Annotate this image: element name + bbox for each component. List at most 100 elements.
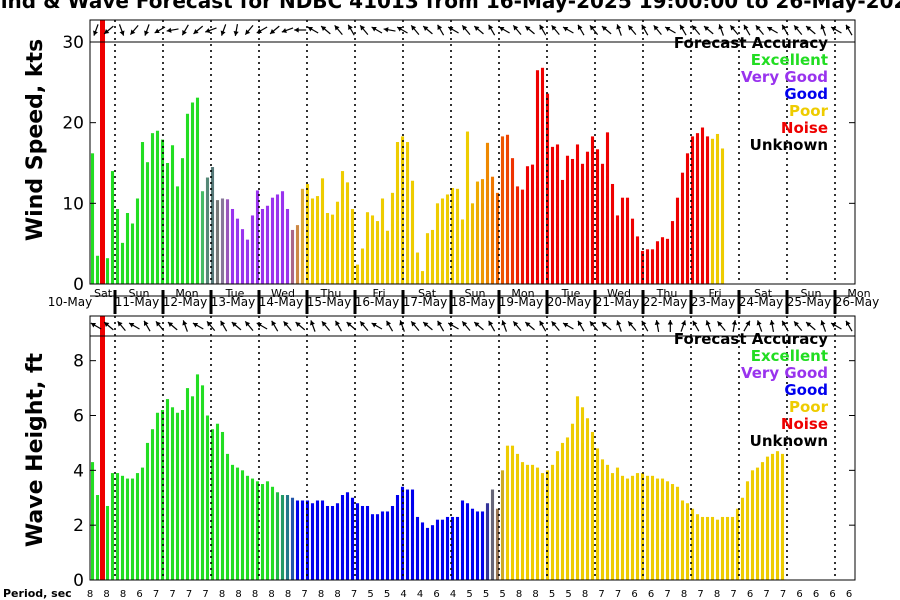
wave-bar — [660, 478, 665, 580]
wave-direction-arrow — [399, 320, 405, 332]
wind-direction-arrow — [281, 27, 294, 33]
wind-bar — [115, 208, 120, 284]
wind-direction-arrow — [371, 26, 383, 34]
date-label: 17-May — [403, 295, 447, 309]
period-value: 7 — [780, 589, 786, 600]
wind-bar — [700, 127, 705, 284]
wave-bar — [275, 492, 280, 580]
wave-bar — [120, 475, 125, 580]
wave-bar — [605, 464, 610, 580]
wind-direction-arrow — [653, 25, 662, 35]
wave-direction-arrow — [220, 320, 228, 332]
wave-bar — [185, 388, 190, 580]
wind-bar — [445, 194, 450, 284]
wind-direction-arrow — [691, 25, 701, 35]
wave-bar — [335, 503, 340, 580]
date-label: 21-May — [595, 295, 639, 309]
wave-bar — [515, 453, 520, 580]
wind-direction-arrow — [154, 26, 166, 34]
period-value: 7 — [169, 589, 175, 600]
wind-direction-arrow — [193, 25, 204, 35]
wind-bar — [105, 258, 110, 284]
wind-bar — [285, 208, 290, 284]
wind-bar — [470, 203, 475, 284]
wind-bar — [555, 144, 560, 284]
day-name-label: Tue — [561, 287, 581, 300]
wind-bar — [350, 208, 355, 284]
wave-bar — [95, 495, 100, 580]
wind-bar — [480, 179, 485, 284]
day-separator — [545, 290, 549, 314]
wave-bar — [505, 445, 510, 580]
wind-bar — [95, 255, 100, 284]
wind-bar — [495, 192, 500, 284]
wind-bar — [395, 142, 400, 284]
wave-bar — [345, 492, 350, 580]
wave-direction-arrow — [256, 322, 268, 330]
wind-plot-frame — [89, 19, 856, 285]
wind-yticks: 0 10 20 30 — [62, 33, 855, 295]
wave-direction-arrow — [192, 322, 204, 330]
period-value: 8 — [252, 589, 258, 600]
wave-bar — [370, 514, 375, 580]
period-value: 8 — [681, 589, 687, 600]
wave-bar — [105, 505, 110, 580]
wind-bar — [360, 248, 365, 284]
wind-bar — [210, 167, 215, 284]
day-separator — [641, 290, 645, 314]
wind-direction-arrow — [781, 24, 789, 36]
wind-direction-arrow — [473, 25, 484, 35]
date-label: 11-May — [115, 295, 159, 309]
wave-bar — [125, 478, 130, 580]
day-name-label: Thu — [320, 287, 342, 300]
period-value: 7 — [664, 589, 670, 600]
wave-direction-arrow — [206, 321, 216, 331]
wave-direction-arrow — [167, 321, 178, 331]
day-name-label: Sat — [94, 287, 113, 300]
wind-ytick-label: 10 — [62, 194, 84, 214]
wind-bar — [550, 146, 555, 284]
period-value: 6 — [648, 589, 654, 600]
wave-bar — [480, 511, 485, 580]
wind-bar — [670, 221, 675, 284]
wind-ylabel: Wind Speed, kts — [23, 39, 48, 241]
wave-bar — [245, 475, 250, 580]
wind-bar — [300, 188, 305, 284]
wave-bar — [270, 486, 275, 580]
period-value: 7 — [351, 589, 357, 600]
wave-direction-arrow — [461, 321, 471, 331]
wave-bar — [665, 481, 670, 580]
wind-bar — [270, 197, 275, 284]
wind-bar — [225, 199, 230, 284]
wind-direction-arrow — [166, 27, 179, 33]
wave-bar — [285, 495, 290, 580]
wave-bar — [780, 453, 785, 580]
wind-bar — [310, 198, 315, 284]
wave-direction-arrow — [654, 319, 660, 333]
wind-bar — [320, 178, 325, 284]
day-separator — [689, 290, 693, 314]
wave-bar — [280, 495, 285, 580]
wind-direction-arrow — [820, 24, 827, 36]
wave-direction-arrow — [692, 320, 700, 332]
period-value: 8 — [714, 589, 720, 600]
wind-direction-arrow — [641, 24, 649, 36]
day-separator — [161, 290, 165, 314]
wave-direction-arrow — [295, 321, 306, 331]
wind-bar — [450, 188, 455, 284]
wind-bar — [605, 132, 610, 284]
day-separator — [833, 290, 837, 314]
wind-direction-arrow — [488, 24, 496, 36]
wave-bar — [225, 453, 230, 580]
wave-direction-arrow — [793, 321, 803, 331]
wave-bar — [645, 475, 650, 580]
wave-bar — [210, 429, 215, 580]
wind-direction-arrow — [347, 24, 355, 36]
wind-direction-arrow — [664, 26, 676, 34]
wind-bar — [420, 271, 425, 284]
wave-bar — [595, 448, 600, 580]
wind-direction-arrow — [589, 25, 599, 35]
wave-bar — [540, 473, 545, 580]
wave-bar — [735, 508, 740, 580]
wind-bar — [415, 252, 420, 284]
